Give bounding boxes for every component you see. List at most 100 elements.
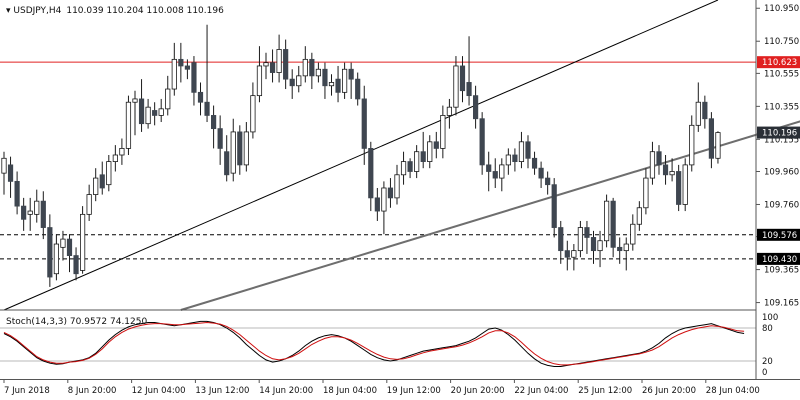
ohlc-values: 110.039 110.204 110.008 110.196 bbox=[66, 6, 224, 16]
candle-body-bull bbox=[145, 106, 151, 125]
candle-body-bull bbox=[446, 106, 453, 116]
candle bbox=[486, 151, 492, 192]
candle bbox=[472, 85, 479, 129]
candle bbox=[197, 82, 204, 116]
candle bbox=[649, 141, 656, 185]
candle bbox=[191, 56, 197, 106]
candle bbox=[387, 178, 394, 208]
dropdown-triangle-icon[interactable]: ▾ bbox=[6, 6, 13, 16]
candle-body-bull bbox=[34, 200, 40, 215]
candle-body-bear bbox=[545, 177, 551, 186]
candle-body-bear bbox=[708, 118, 715, 159]
candle-body-bull bbox=[86, 194, 92, 215]
candle bbox=[21, 197, 27, 231]
symbol-label: USDJPY,H4 bbox=[13, 6, 61, 16]
price-tags: 110.623 110.196 109.576 109.430 bbox=[757, 56, 800, 265]
candle bbox=[40, 191, 46, 240]
candle-body-bear bbox=[407, 161, 413, 172]
candle bbox=[217, 115, 223, 165]
candle-body-bear bbox=[492, 171, 498, 179]
candle bbox=[237, 125, 243, 175]
time-tick-label: 8 Jun 20:00 bbox=[68, 386, 117, 396]
candle-body-bear bbox=[197, 91, 204, 103]
stochastic-tick-label: 80 bbox=[762, 324, 773, 334]
stochastic-main-line bbox=[3, 320, 745, 367]
candle-body-bear bbox=[610, 200, 616, 248]
candle-body-bull bbox=[440, 115, 446, 149]
candle bbox=[138, 79, 145, 132]
candle-body-bull bbox=[119, 148, 125, 156]
candle-body-bull bbox=[394, 174, 400, 199]
candle bbox=[243, 122, 249, 172]
candle-body-bear bbox=[237, 131, 243, 166]
price-tick-label: 110.555 bbox=[764, 69, 799, 79]
candle-body-bull bbox=[636, 207, 642, 225]
candle bbox=[512, 148, 518, 172]
chart-header: ▾ USDJPY,H4 110.039 110.204 110.008 110.1… bbox=[6, 6, 224, 16]
upper-trendline[interactable] bbox=[3, 0, 719, 311]
candle-body-bull bbox=[689, 124, 695, 166]
candle bbox=[590, 230, 597, 264]
candle-body-bull bbox=[230, 131, 236, 174]
price-panel[interactable] bbox=[0, 0, 800, 311]
candle-body-bear bbox=[590, 237, 597, 252]
candle bbox=[47, 214, 53, 287]
candle-body-bear bbox=[538, 167, 544, 179]
candle-body-bull bbox=[296, 75, 302, 87]
candle bbox=[112, 145, 118, 172]
candle bbox=[34, 189, 40, 223]
candle bbox=[656, 145, 662, 175]
candle bbox=[250, 82, 256, 139]
candle-body-bear bbox=[152, 110, 158, 116]
candle-body-bear bbox=[66, 238, 73, 256]
candle bbox=[322, 62, 328, 99]
candle bbox=[682, 158, 688, 212]
candle-body-bear bbox=[486, 164, 492, 172]
candle bbox=[276, 34, 282, 83]
candle-body-bull bbox=[604, 200, 610, 242]
candle bbox=[466, 36, 472, 106]
price-tag-current: 110.196 bbox=[757, 126, 800, 139]
candle-body-bear bbox=[702, 101, 708, 120]
candle bbox=[341, 62, 348, 99]
candle-body-bear bbox=[374, 197, 380, 212]
candle-body-bear bbox=[472, 95, 479, 120]
candle bbox=[165, 75, 171, 116]
candle bbox=[27, 197, 33, 231]
candle bbox=[145, 98, 151, 129]
price-tag-background bbox=[757, 56, 800, 69]
price-tag-background bbox=[757, 228, 800, 241]
price-tag-level: 109.576 bbox=[757, 228, 800, 241]
price-tag-background bbox=[757, 252, 800, 265]
candle bbox=[518, 131, 525, 169]
candle bbox=[623, 237, 629, 271]
candle bbox=[348, 62, 354, 99]
time-tick-label: 18 Jun 04:00 bbox=[323, 386, 377, 396]
candle bbox=[525, 135, 531, 169]
price-tag-level: 109.430 bbox=[757, 252, 800, 265]
candle bbox=[73, 247, 79, 281]
time-tick-label: 26 Jun 20:00 bbox=[642, 386, 696, 396]
candle-body-bear bbox=[558, 227, 564, 252]
candle-body-bull bbox=[597, 240, 603, 252]
candle bbox=[66, 234, 73, 273]
lower-trendline[interactable] bbox=[180, 110, 800, 311]
candle-body-bull bbox=[505, 154, 511, 166]
candle bbox=[617, 237, 623, 264]
candle bbox=[230, 118, 236, 182]
candle-body-bull bbox=[400, 161, 407, 176]
time-tick-label: 19 Jun 12:00 bbox=[387, 386, 441, 396]
candle-body-bull bbox=[414, 151, 420, 172]
candle-body-bear bbox=[73, 255, 79, 275]
candle bbox=[394, 164, 400, 205]
candle bbox=[577, 220, 584, 258]
price-tag-label: 109.430 bbox=[762, 255, 797, 265]
candle bbox=[702, 95, 708, 129]
stochastic-panel[interactable] bbox=[0, 311, 756, 379]
candle bbox=[374, 187, 380, 221]
candle-body-bear bbox=[584, 227, 590, 238]
price-tick-label: 109.365 bbox=[764, 266, 799, 276]
candle-body-bear bbox=[14, 180, 20, 207]
candle-body-bull bbox=[695, 101, 701, 126]
candle bbox=[715, 131, 721, 164]
